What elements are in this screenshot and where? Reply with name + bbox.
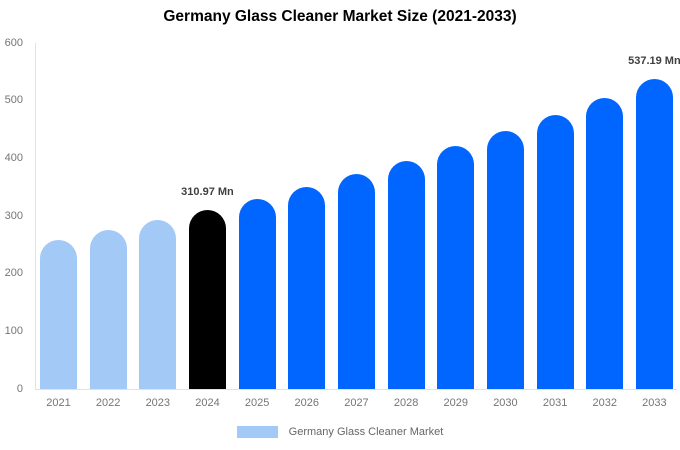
bar-2023 bbox=[139, 220, 177, 389]
x-tick-label-2032: 2032 bbox=[592, 397, 617, 409]
y-tick-label: 300 bbox=[4, 209, 23, 222]
bar-2032 bbox=[586, 97, 624, 389]
bar-value-label-2033: 537.19 Mn bbox=[628, 55, 680, 68]
x-tick-label-2028: 2028 bbox=[393, 397, 419, 409]
bar-2031 bbox=[536, 114, 574, 389]
bar-2022 bbox=[89, 230, 127, 389]
x-tick-label-2025: 2025 bbox=[244, 397, 270, 409]
chart-title: Germany Glass Cleaner Market Size (2021-… bbox=[163, 8, 517, 25]
legend-swatch bbox=[236, 426, 278, 438]
bar-2029 bbox=[437, 146, 475, 389]
bar-2027 bbox=[337, 173, 375, 389]
bar-value-label-2024: 310.97 Mn bbox=[181, 185, 234, 198]
x-tick-label-2021: 2021 bbox=[46, 397, 71, 409]
y-axis-line bbox=[35, 43, 36, 389]
x-tick-label-2023: 2023 bbox=[145, 397, 171, 409]
x-tick-label-2024: 2024 bbox=[195, 397, 220, 409]
bar-2024 bbox=[188, 209, 226, 389]
legend: Germany Glass Cleaner Market bbox=[0, 426, 680, 438]
x-tick-label-2033: 2033 bbox=[642, 397, 667, 409]
y-tick-label: 500 bbox=[4, 94, 23, 107]
bar-2030 bbox=[486, 130, 524, 389]
y-tick-label: 400 bbox=[4, 151, 23, 164]
bar-2025 bbox=[238, 198, 276, 389]
x-tick-label-2027: 2027 bbox=[344, 397, 369, 409]
legend-label: Germany Glass Cleaner Market bbox=[288, 426, 444, 438]
x-axis-line bbox=[35, 389, 677, 390]
x-tick-label-2030: 2030 bbox=[493, 397, 518, 409]
bar-2026 bbox=[288, 186, 326, 389]
bar-2028 bbox=[387, 160, 425, 389]
y-tick-label: 600 bbox=[4, 36, 23, 49]
x-tick-label-2031: 2031 bbox=[542, 397, 568, 409]
x-tick-label-2022: 2022 bbox=[95, 397, 121, 409]
y-tick-label: 100 bbox=[4, 324, 23, 337]
x-tick-label-2026: 2026 bbox=[294, 397, 320, 409]
x-tick-label-2029: 2029 bbox=[443, 397, 468, 409]
bar-2033 bbox=[635, 79, 673, 389]
bar-2021 bbox=[40, 239, 77, 389]
y-tick-label: 200 bbox=[4, 267, 23, 280]
y-tick-label: 0 bbox=[16, 382, 23, 395]
